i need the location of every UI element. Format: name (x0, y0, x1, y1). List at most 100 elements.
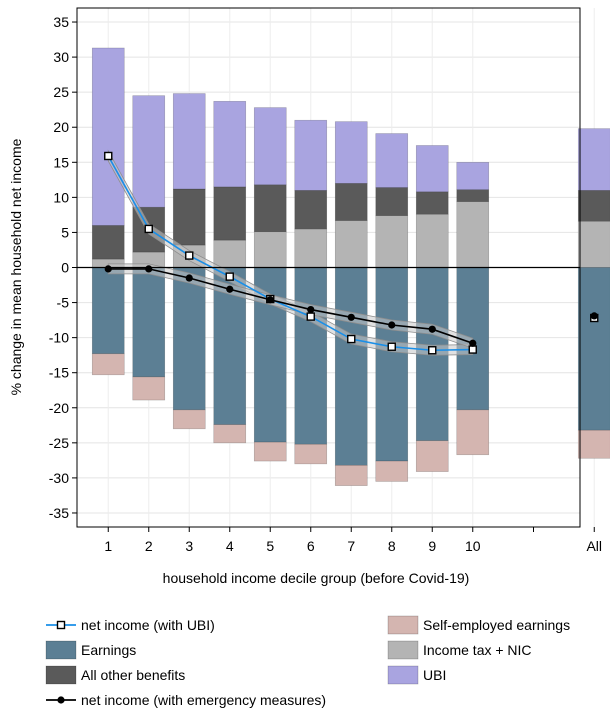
legend-item-self-employed-earnings: Self-employed earnings (387, 615, 570, 635)
bar-self-employed-earnings-7 (334, 464, 368, 486)
marker-net-income-with-ubi-10 (468, 345, 477, 354)
plot-frame (76, 7, 581, 528)
x-tick-label: 10 (465, 538, 481, 554)
bar-ubi-1 (91, 47, 125, 226)
marker-net-income-with-ubi-1 (104, 151, 113, 161)
bar-self-employed-earnings-2 (132, 376, 166, 401)
bar-earnings-2 (132, 267, 166, 378)
legend: net income (with UBI) Self-employed earni… (45, 615, 570, 708)
x-tick-label: All (586, 538, 602, 554)
bar-income-tax-nic-6 (294, 228, 328, 268)
y-tick-label: -20 (49, 400, 69, 416)
bar-earnings-8 (375, 267, 409, 462)
bar-all-other-benefits-All (577, 190, 610, 222)
bar-ubi-All (577, 128, 610, 191)
y-tick-label: 20 (53, 119, 69, 135)
marker-net-income-with-emergency-measures-4 (226, 285, 234, 293)
bar-self-employed-earnings-10 (456, 409, 490, 456)
legend-marker-net-income-with-ubi (56, 620, 66, 630)
marker-net-income-with-emergency-measures-7 (347, 313, 355, 321)
legend-label-all-other-benefits: All other benefits (81, 667, 185, 683)
bar-all-other-benefits-10 (456, 189, 490, 202)
y-tick-label: 35 (53, 14, 69, 30)
bar-ubi-10 (456, 161, 490, 190)
bar-earnings-7 (334, 267, 368, 466)
y-tick-label: -30 (49, 470, 69, 486)
marker-net-income-with-emergency-measures-3 (185, 274, 193, 282)
x-tick-label: 6 (307, 538, 315, 554)
y-tick-label: -35 (49, 505, 69, 521)
y-tick-label: -5 (57, 295, 70, 311)
bar-self-employed-earnings-8 (375, 460, 409, 482)
marker-net-income-with-ubi-6 (306, 312, 315, 321)
y-tick-label: -10 (49, 330, 69, 346)
marker-net-income-with-emergency-measures-9 (428, 325, 436, 333)
bar-earnings-1 (91, 267, 125, 355)
bar-ubi-5 (253, 107, 287, 186)
legend-label-ubi: UBI (423, 667, 446, 683)
bar-self-employed-earnings-1 (91, 353, 125, 376)
bar-income-tax-nic-9 (415, 213, 449, 268)
x-tick-label: 4 (226, 538, 234, 554)
bar-all-other-benefits-1 (91, 225, 125, 260)
y-axis: 35 30 25 20 15 10 5 0 -5 -10 -15 -20 -25 -30 -35 (49, 14, 77, 521)
legend-swatch-all-other-benefits (45, 665, 77, 685)
line-net-income-with-emergency-measures (108, 268, 474, 345)
bar-income-tax-nic-7 (334, 220, 368, 268)
bar-income-tax-nic-8 (375, 215, 409, 268)
legend-label-net-income-with-emergency-measures: net income (with emergency measures) (81, 692, 326, 708)
marker-net-income-with-emergency-measures-6 (307, 305, 315, 314)
legend-swatch-ubi (387, 665, 419, 685)
legend-item-earnings: Earnings (45, 640, 136, 660)
bar-all-other-benefits-6 (294, 190, 328, 230)
y-tick-label: 10 (53, 189, 69, 205)
legend-item-all-other-benefits: All other benefits (45, 665, 185, 685)
legend-marker-net-income-with-emergency-measures (57, 696, 65, 704)
bar-income-tax-nic-5 (253, 231, 287, 268)
legend-swatch-income-tax-nic (387, 640, 419, 660)
bar-self-employed-earnings-4 (213, 424, 247, 444)
legend-item-ubi: UBI (387, 665, 446, 685)
marker-net-income-with-ubi-7 (347, 334, 356, 344)
legend-item-net-income-with-emergency-measures: net income (with emergency measures) (46, 692, 326, 708)
y-tick-label: 25 (53, 84, 69, 100)
bar-ubi-6 (294, 119, 328, 191)
line-net-income-with-ubi (107, 155, 473, 352)
marker-net-income-with-emergency-measures-5 (266, 296, 274, 304)
y-tick-label: 15 (53, 154, 69, 170)
y-tick-label: -15 (49, 365, 69, 381)
legend-label-earnings: Earnings (81, 642, 136, 658)
legend-label-income-tax-nic: Income tax + NIC (423, 642, 532, 658)
y-tick-label: 5 (61, 224, 69, 240)
marker-net-income-with-ubi-4 (225, 272, 234, 281)
bar-self-employed-earnings-6 (294, 443, 328, 465)
legend-item-net-income-with-ubi: net income (with UBI) (46, 617, 215, 633)
x-axis-title: household income decile group (before Co… (163, 570, 470, 586)
x-tick-label: 9 (428, 538, 436, 554)
legend-label-self-employed-earnings: Self-employed earnings (423, 617, 570, 633)
bar-all-other-benefits-3 (172, 188, 206, 246)
bar-self-employed-earnings-5 (253, 441, 287, 462)
bar-ubi-4 (213, 100, 247, 188)
x-tick-label: 8 (388, 538, 396, 554)
y-tick-label: -25 (49, 435, 69, 451)
lines-layer (104, 151, 599, 355)
x-tick-label: 7 (347, 538, 355, 554)
marker-net-income-with-emergency-measures-All (590, 312, 598, 320)
bar-ubi-9 (415, 145, 449, 193)
marker-net-income-with-ubi-2 (144, 224, 153, 234)
bar-income-tax-nic-All (577, 220, 610, 268)
y-tick-label: 30 (53, 49, 69, 65)
bar-all-other-benefits-9 (415, 191, 449, 215)
bar-self-employed-earnings-9 (415, 440, 449, 472)
bar-ubi-2 (132, 95, 166, 208)
bar-earnings-3 (172, 267, 206, 411)
bar-earnings-6 (294, 267, 328, 445)
bar-all-other-benefits-7 (334, 183, 368, 221)
marker-net-income-with-emergency-measures-1 (104, 265, 112, 273)
y-axis-title: % change in mean household net income (8, 138, 24, 395)
legend-item-income-tax-nic: Income tax + NIC (387, 640, 532, 660)
bar-income-tax-nic-4 (213, 239, 247, 268)
bar-all-other-benefits-5 (253, 184, 287, 233)
